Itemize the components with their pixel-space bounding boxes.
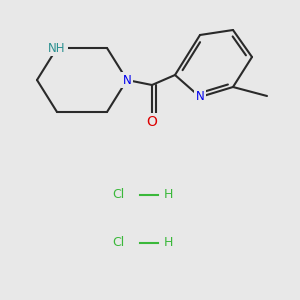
Text: N: N xyxy=(123,74,131,86)
Text: Cl: Cl xyxy=(112,188,124,202)
Text: NH: NH xyxy=(48,41,66,55)
Text: H: H xyxy=(163,188,173,202)
Text: H: H xyxy=(163,236,173,250)
Text: Cl: Cl xyxy=(112,236,124,250)
Text: O: O xyxy=(147,115,158,129)
Text: N: N xyxy=(196,91,204,103)
